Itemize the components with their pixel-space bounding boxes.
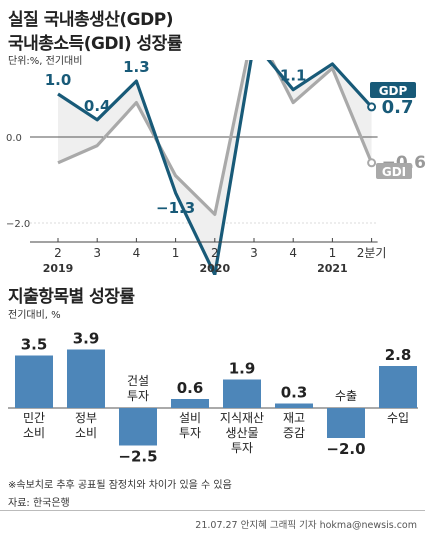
bar-category-label: 민간 소비 — [23, 411, 45, 440]
bar — [15, 355, 53, 408]
x-tick-label: 2 — [211, 246, 219, 260]
bar-value-label: 1.9 — [229, 360, 256, 378]
gdp-data-label: 0.4 — [84, 97, 111, 115]
x-tick-label: 3 — [93, 246, 101, 260]
legend-gdp-label: GDP — [379, 84, 408, 98]
bar-category-label: 재고 증감 — [283, 411, 305, 440]
chart-title-line2: 국내총소득(GDI) 성장률 — [8, 34, 182, 54]
footnote: ※속보치로 추후 공표될 잠정치와 차이가 있을 수 있음 — [8, 480, 232, 491]
bar — [171, 399, 209, 408]
bar — [223, 379, 261, 408]
bar-category-label: 설비 투자 — [179, 411, 201, 440]
year-label: 2020 — [199, 262, 230, 275]
bar-value-label: 3.9 — [73, 330, 100, 348]
gdi-series-line — [57, 60, 374, 216]
gap-fill-area — [58, 60, 372, 275]
y-tick-label: −2.0 — [6, 219, 30, 230]
bar-category-label: 수출 — [335, 389, 357, 403]
bar-category-label: 지식재산 생산물 투자 — [220, 411, 264, 455]
bar-category-label: 건설 투자 — [127, 374, 149, 403]
x-tick-label: 2 — [54, 246, 62, 260]
legend-gdp-swatch — [370, 82, 416, 98]
chart-title-line1: 실질 국내총생산(GDP) — [8, 10, 173, 30]
x-axis: 2 3 4 1 2 3 4 1 2분기 2019 2020 2021 — [30, 238, 386, 275]
line-chart: 2.00.0−2.0−4.0 1.00.41.3−1.3−3.22.21.11.… — [6, 60, 425, 275]
y-axis-ticks: 2.00.0−2.0−4.0 — [6, 133, 30, 230]
x-tick-label: 4 — [133, 246, 141, 260]
gdp-data-label: 1.0 — [45, 71, 72, 89]
gdp-end-label: 0.7 — [382, 97, 414, 118]
year-label: 2019 — [43, 262, 74, 275]
bar-category-label: 정부 소비 — [75, 411, 97, 440]
year-label: 2021 — [317, 262, 348, 275]
gdi-end-point — [367, 158, 377, 168]
data-points — [367, 102, 377, 168]
bar — [119, 408, 157, 446]
bar-value-label: −2.5 — [118, 448, 157, 466]
bar-value-label: 0.6 — [177, 379, 204, 397]
bar-value-label: −2.0 — [326, 440, 365, 458]
x-tick-label: 3 — [250, 246, 258, 260]
x-tick-label: 4 — [289, 246, 297, 260]
legend-gdi-label: GDI — [382, 165, 406, 179]
bar-value-label: 3.5 — [21, 336, 48, 354]
unit-label: 단위:%, 전기대비 — [8, 56, 83, 67]
gdp-data-label: 1.1 — [280, 67, 307, 85]
section2-unit: 전기대비, % — [8, 310, 61, 321]
bar — [275, 403, 313, 408]
footer-divider — [0, 510, 425, 511]
y-tick-label: 0.0 — [6, 133, 22, 144]
bar — [327, 408, 365, 438]
x-tick-label: 1 — [329, 246, 337, 260]
gdp-data-label: −1.3 — [156, 199, 195, 217]
bar — [379, 366, 417, 408]
bar-value-labels: 3.5 3.9 −2.5 0.6 1.9 0.3 −2.0 2.8 — [21, 330, 412, 466]
bars — [15, 349, 417, 446]
bar-category-label: 수입 — [387, 411, 409, 425]
credit-line: 21.07.27 안지혜 그래픽 기자 hokma@newsis.com — [195, 520, 417, 531]
legend: GDP GDI — [370, 82, 416, 179]
x-tick-label: 1 — [172, 246, 180, 260]
x-tick-label: 2분기 — [357, 246, 387, 260]
bar-value-label: 0.3 — [281, 384, 308, 402]
bar — [67, 349, 105, 408]
section2-title: 지출항목별 성장률 — [8, 287, 135, 307]
bar-chart: 3.5 3.9 −2.5 0.6 1.9 0.3 −2.0 2.8 민간 소비 정부 소비 건설 투자설… — [8, 330, 418, 466]
bar-value-label: 2.8 — [385, 346, 412, 364]
source-label: 자료: 한국은행 — [8, 498, 70, 509]
gdp-series-line — [57, 60, 373, 275]
data-labels: 1.00.41.3−1.3−3.22.21.11.70.7−0.6 — [45, 60, 425, 217]
legend-gdi-swatch — [376, 163, 412, 179]
gdp-data-label: 1.3 — [123, 60, 150, 76]
gdp-end-point — [367, 102, 377, 112]
